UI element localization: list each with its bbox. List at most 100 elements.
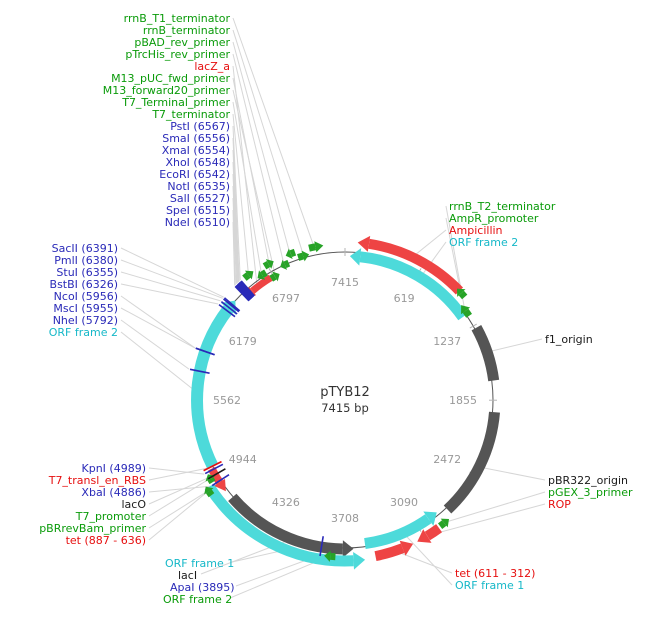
feature-label: NcoI (5956): [54, 290, 118, 303]
feature-arrowhead: [280, 259, 288, 270]
leader-line: [479, 466, 546, 481]
feature-label: T7_promoter: [75, 510, 147, 523]
feature-label: T7_terminator: [151, 108, 230, 121]
feature-arrowhead: [301, 250, 310, 262]
leader-line: [148, 490, 209, 529]
feature-label: PmlI (6380): [54, 254, 118, 267]
feature-arrowhead: [399, 540, 414, 556]
leader-line: [120, 295, 196, 349]
scale-tick: [469, 323, 477, 329]
feature-label: SalI (6527): [170, 192, 230, 205]
feature-label: SacII (6391): [52, 242, 118, 255]
feature-arc: [262, 260, 271, 270]
feature-arc: [204, 483, 354, 567]
feature-arc: [462, 308, 472, 318]
feature-arrowhead: [324, 550, 331, 562]
scale-label: 4326: [272, 496, 300, 509]
site-tick: [218, 303, 236, 318]
leader-line: [232, 125, 241, 281]
feature-label: ORF frame 2: [49, 326, 118, 339]
feature-label: tet (887 - 636): [66, 534, 146, 547]
feature-arc: [269, 273, 277, 282]
site-tick: [222, 298, 240, 313]
leader-line: [444, 491, 546, 523]
feature-label: Ampicillin: [449, 224, 503, 237]
feature-label: M13_pUC_fwd_primer: [111, 72, 230, 85]
feature-label: NdeI (6510): [165, 216, 230, 229]
leader-line: [120, 271, 221, 302]
feature-arrowhead: [342, 540, 354, 558]
leader-line: [120, 283, 219, 305]
scale-label: 1237: [433, 335, 461, 348]
feature-arrowhead: [265, 259, 274, 269]
scale-label: 3090: [390, 496, 418, 509]
feature-arrowhead: [357, 235, 371, 252]
leader-line: [402, 532, 453, 586]
feature-arrowhead: [244, 270, 254, 280]
leader-line: [232, 29, 305, 256]
leader-line: [412, 229, 447, 258]
leader-line: [120, 307, 196, 349]
feature-arc: [260, 269, 268, 278]
feature-arrowhead: [461, 305, 471, 315]
feature-label: pBR322_origin: [548, 474, 628, 487]
feature-label: pBRrevBam_primer: [39, 522, 146, 535]
feature-arrowhead: [457, 288, 466, 297]
feature-label: NotI (6535): [167, 180, 230, 193]
site-tick: [236, 283, 252, 301]
site-tick: [220, 300, 238, 315]
site-tick: [234, 285, 250, 302]
leader-line: [232, 53, 285, 266]
feature-arrowhead: [285, 248, 293, 259]
feature-label: ApaI (3895): [170, 581, 235, 594]
feature-arc: [458, 290, 468, 300]
scale-label: 6797: [272, 292, 300, 305]
feature-label: SmaI (6556): [162, 132, 230, 145]
scale-label: 7415: [331, 276, 359, 289]
feature-label: M13_forward20_primer: [103, 84, 231, 97]
feature-arrowhead: [353, 552, 366, 570]
feature-arc: [368, 238, 464, 295]
leader-line: [148, 474, 216, 505]
leader-line: [148, 477, 211, 517]
feature-arrowhead: [272, 271, 280, 282]
feature-arrowhead: [214, 478, 226, 492]
feature-label: ORF frame 2: [449, 236, 518, 249]
feature-label: ORF frame 1: [455, 579, 524, 592]
feature-label: tet (611 - 312): [455, 567, 535, 580]
leader-line: [445, 217, 462, 293]
feature-arc: [297, 252, 305, 261]
feature-label: KpnI (4989): [82, 462, 147, 475]
feature-arc: [242, 272, 251, 281]
leader-line: [428, 503, 546, 536]
feature-arc: [424, 524, 443, 541]
feature-label: lacZ_a: [194, 60, 230, 73]
feature-label: T7_Terminal_primer: [121, 96, 230, 109]
feature-label: ROP: [548, 498, 571, 511]
plasmid-name: pTYB12: [320, 385, 370, 400]
scale-label: 4944: [229, 453, 257, 466]
scale-label: 2472: [433, 453, 461, 466]
leader-line: [148, 467, 210, 481]
feature-label: EcoRI (6542): [159, 168, 230, 181]
leader-line: [232, 173, 239, 283]
feature-arc: [191, 305, 234, 469]
feature-arc: [374, 543, 405, 562]
feature-arc: [443, 411, 500, 514]
feature-label: SpeI (6515): [166, 204, 230, 217]
feature-label: PstI (6567): [170, 120, 230, 133]
feature-label: XhoI (6548): [165, 156, 230, 169]
leader-line: [232, 41, 291, 255]
feature-arc: [228, 493, 343, 555]
site-tick: [195, 347, 215, 356]
feature-label: NheI (5792): [53, 314, 118, 327]
leader-line: [120, 247, 224, 298]
feature-label: AmpR_promoter: [449, 212, 539, 225]
feature-arrowhead: [257, 270, 266, 280]
leader-line: [120, 319, 190, 370]
feature-arrowhead: [423, 511, 437, 526]
scale-label: 1855: [449, 394, 477, 407]
site-tick: [189, 368, 210, 374]
leader-line: [232, 89, 276, 277]
